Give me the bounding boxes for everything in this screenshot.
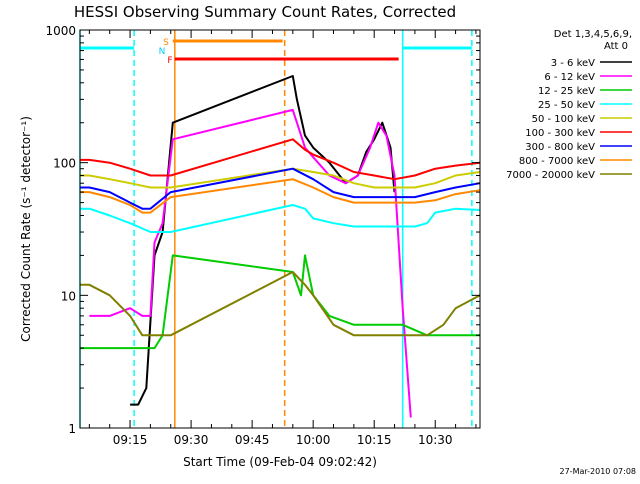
plot-frame <box>79 29 481 429</box>
plot-layer: SNF <box>79 30 481 428</box>
y-axis-label: Corrected Count Rate (s⁻¹ detector⁻¹) <box>19 116 33 342</box>
y-tick-label: 1 <box>68 422 76 436</box>
series-line-6 <box>80 167 481 210</box>
x-tick-label: 10:15 <box>357 433 392 447</box>
series-line-5 <box>80 138 481 181</box>
x-axis-label: Start Time (09-Feb-04 09:02:42) <box>183 455 377 469</box>
x-tick-label: 09:30 <box>174 433 209 447</box>
legend-label-7: 800 - 7000 keV <box>519 156 595 167</box>
legend-header-line1: Det 1,3,4,5,6,9, <box>554 29 632 40</box>
y-tick-label: 100 <box>53 157 76 171</box>
legend-header-line2: Att 0 <box>604 41 628 52</box>
flag-label-n: N <box>159 47 166 57</box>
y-tick-label: 1000 <box>45 24 76 38</box>
legend: 3 - 6 keV 6 - 12 keV 12 - 25 keV 25 - 50 ke… <box>506 58 632 181</box>
axis-ticks: 1 10 100 1000 09:15 09:30 09:45 10:00 10:15 10:30 <box>45 24 480 447</box>
legend-label-6: 300 - 800 keV <box>525 142 595 153</box>
chart-title: HESSI Observing Summary Count Rates, Cor… <box>74 3 456 21</box>
series-line-4 <box>80 167 481 189</box>
legend-label-2: 12 - 25 keV <box>538 86 595 97</box>
flag-label-s: S <box>163 38 169 48</box>
series-line-8 <box>80 271 481 337</box>
legend-label-4: 50 - 100 keV <box>532 114 596 125</box>
y-tick-label: 10 <box>61 289 76 303</box>
series-line-2 <box>80 254 480 350</box>
footer-timestamp: 27-Mar-2010 07:08 <box>560 467 637 476</box>
flag-label-f: F <box>167 56 172 66</box>
x-tick-label: 10:30 <box>418 433 453 447</box>
legend-label-3: 25 - 50 keV <box>538 100 595 111</box>
legend-label-0: 3 - 6 keV <box>551 58 595 69</box>
legend-label-5: 100 - 300 keV <box>525 128 595 139</box>
legend-label-8: 7000 - 20000 keV <box>506 170 595 181</box>
series-line-7 <box>80 178 481 214</box>
x-tick-label: 10:00 <box>296 433 331 447</box>
x-tick-label: 09:45 <box>235 433 270 447</box>
x-tick-label: 09:15 <box>113 433 148 447</box>
series-line-3 <box>80 204 481 233</box>
legend-label-1: 6 - 12 keV <box>544 72 595 83</box>
